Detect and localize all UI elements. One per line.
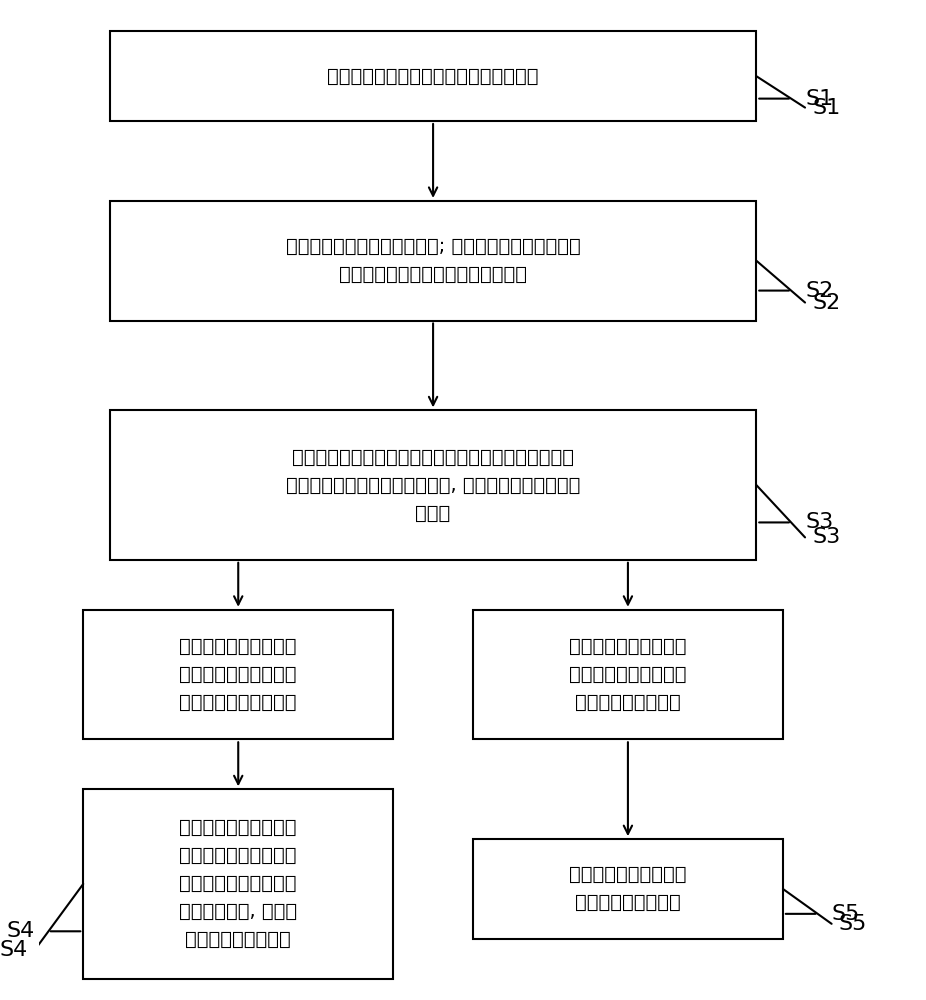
Text: 采用模糊控制算法完成
行人通行时间的预测: 采用模糊控制算法完成 行人通行时间的预测 [569,865,687,912]
Text: S1: S1 [805,89,833,109]
FancyBboxPatch shape [83,789,394,979]
Text: 若该红外信息序列与其
中一个该红外预测序列
的残差低于该预定阈值: 若该红外信息序列与其 中一个该红外预测序列 的残差低于该预定阈值 [180,637,297,712]
FancyBboxPatch shape [473,610,782,739]
Text: 通过改进平方根无迹卡
尔曼滤波算法将该红外
信息序列与该红外预测
序列进行融合, 以完成
行人通行时间的预测: 通过改进平方根无迹卡 尔曼滤波算法将该红外 信息序列与该红外预测 序列进行融合,… [179,818,297,949]
Text: S4: S4 [6,921,34,941]
Text: S5: S5 [832,904,860,924]
Text: S4: S4 [0,940,28,960]
Text: S1: S1 [812,98,841,118]
FancyBboxPatch shape [473,839,782,939]
Text: S5: S5 [839,914,867,934]
FancyBboxPatch shape [110,201,757,320]
FancyBboxPatch shape [83,610,394,739]
Text: S3: S3 [812,527,841,547]
Text: 获取当前进入闸机的行人的红外信息序列: 获取当前进入闸机的行人的红外信息序列 [327,67,539,86]
FancyBboxPatch shape [110,410,757,560]
Text: S2: S2 [805,281,833,301]
Text: 使用残差鉴别法鉴别该红外信息序列与该不同行人类型
对应的红外预测序列之间的残差, 判断该残差是否超出预
定阈值: 使用残差鉴别法鉴别该红外信息序列与该不同行人类型 对应的红外预测序列之间的残差,… [286,448,581,523]
Text: 获取预设的行人红外序列模型; 该行人红外序列模型中包
括不同行人类型对应的红外预测序列: 获取预设的行人红外序列模型; 该行人红外序列模型中包 括不同行人类型对应的红外预… [286,237,581,284]
Text: S3: S3 [805,512,833,532]
Text: 若该红外信息序列与所
有该红外预测序列的残
差均高于该预定阈值: 若该红外信息序列与所 有该红外预测序列的残 差均高于该预定阈值 [569,637,687,712]
FancyBboxPatch shape [110,31,757,121]
Text: S2: S2 [812,293,841,313]
